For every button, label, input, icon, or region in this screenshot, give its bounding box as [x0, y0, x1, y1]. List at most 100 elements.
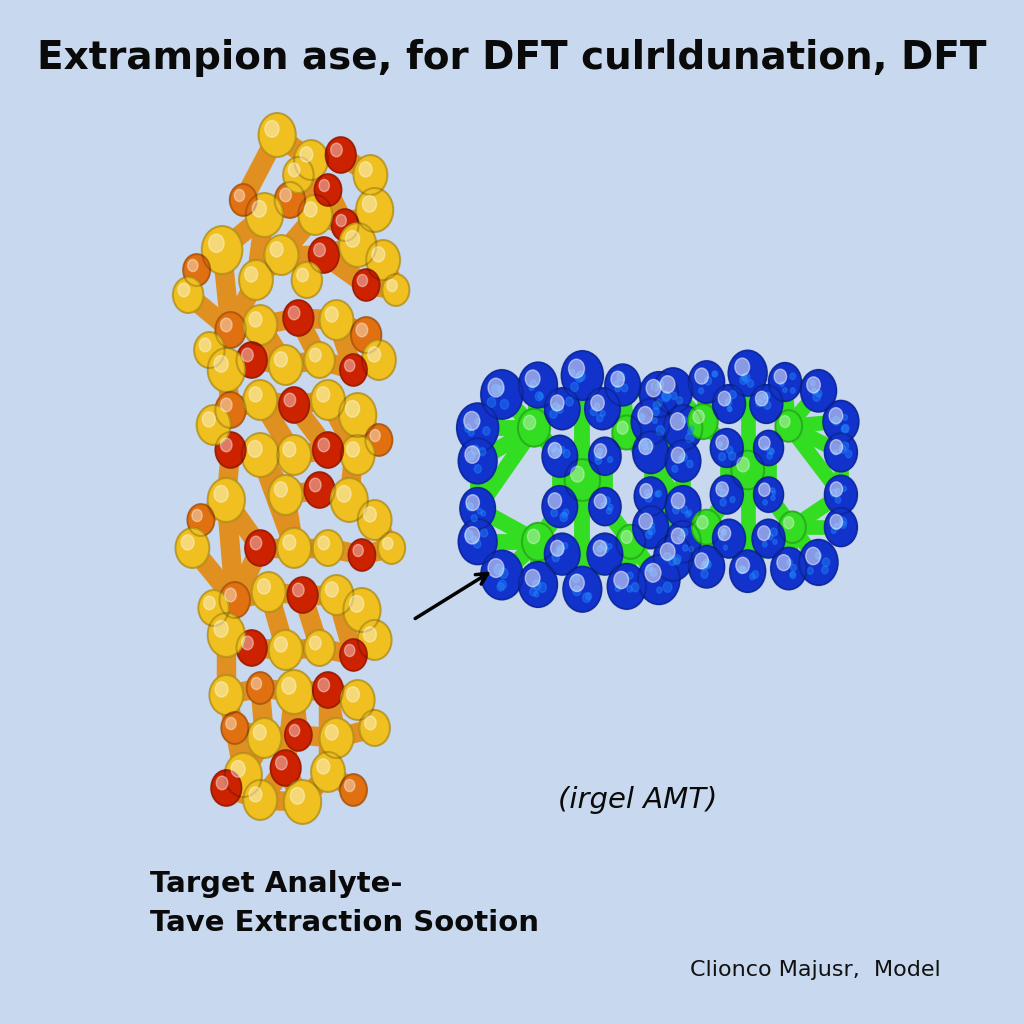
Circle shape [687, 510, 692, 516]
Circle shape [349, 596, 364, 612]
Circle shape [560, 512, 567, 521]
Circle shape [565, 397, 573, 406]
Circle shape [591, 408, 597, 416]
Circle shape [250, 537, 262, 550]
Circle shape [199, 590, 228, 626]
Circle shape [742, 373, 750, 382]
Circle shape [627, 572, 633, 579]
Circle shape [656, 399, 663, 407]
Circle shape [601, 503, 605, 508]
Circle shape [689, 360, 725, 403]
Circle shape [736, 557, 750, 573]
Circle shape [759, 483, 770, 497]
Circle shape [639, 438, 652, 455]
Circle shape [666, 521, 700, 562]
Circle shape [245, 530, 275, 566]
Circle shape [748, 380, 754, 387]
Circle shape [735, 358, 750, 376]
Circle shape [479, 447, 485, 456]
Circle shape [492, 384, 501, 394]
Circle shape [339, 393, 377, 437]
Circle shape [345, 230, 359, 247]
Circle shape [664, 553, 671, 561]
Circle shape [561, 351, 603, 400]
Circle shape [319, 300, 353, 340]
Circle shape [465, 530, 473, 540]
Circle shape [622, 384, 628, 392]
Circle shape [284, 780, 322, 824]
Circle shape [791, 564, 797, 571]
Circle shape [740, 566, 746, 573]
Circle shape [816, 390, 822, 397]
Circle shape [662, 392, 671, 401]
Circle shape [352, 269, 380, 301]
Circle shape [527, 529, 540, 544]
Circle shape [270, 750, 301, 786]
Circle shape [711, 429, 743, 467]
Circle shape [845, 450, 852, 458]
Circle shape [460, 487, 496, 529]
Circle shape [242, 636, 253, 650]
Circle shape [671, 413, 685, 430]
Circle shape [673, 506, 679, 514]
Circle shape [611, 372, 625, 387]
Circle shape [274, 182, 305, 218]
Circle shape [692, 510, 722, 545]
Circle shape [653, 536, 692, 581]
Circle shape [319, 718, 353, 758]
Circle shape [481, 511, 485, 516]
Circle shape [607, 544, 612, 549]
Circle shape [187, 504, 214, 536]
Circle shape [594, 494, 606, 509]
Circle shape [278, 528, 311, 568]
Circle shape [756, 399, 762, 407]
Circle shape [572, 586, 581, 596]
Circle shape [595, 403, 600, 409]
Circle shape [542, 435, 578, 477]
Circle shape [645, 494, 652, 502]
Circle shape [275, 756, 287, 770]
Circle shape [529, 587, 537, 596]
Circle shape [297, 268, 308, 282]
Circle shape [719, 453, 726, 461]
Circle shape [220, 438, 232, 452]
Circle shape [822, 558, 829, 566]
Circle shape [548, 493, 561, 509]
Circle shape [840, 517, 847, 525]
Circle shape [522, 522, 554, 561]
Circle shape [718, 526, 731, 541]
Circle shape [242, 433, 279, 477]
Circle shape [340, 639, 367, 671]
Circle shape [681, 506, 687, 513]
Circle shape [605, 365, 640, 406]
Circle shape [705, 560, 712, 568]
Circle shape [617, 421, 628, 434]
Circle shape [337, 485, 351, 502]
Circle shape [481, 370, 523, 419]
Circle shape [552, 402, 559, 412]
Circle shape [591, 395, 604, 411]
Circle shape [357, 500, 391, 540]
Circle shape [718, 391, 731, 406]
Circle shape [841, 521, 846, 528]
Circle shape [340, 774, 367, 806]
Circle shape [673, 555, 681, 564]
Circle shape [214, 621, 228, 637]
Circle shape [530, 380, 537, 388]
Circle shape [378, 532, 406, 564]
Circle shape [283, 300, 313, 336]
Circle shape [467, 451, 475, 461]
Circle shape [471, 515, 477, 521]
Circle shape [572, 574, 580, 583]
Circle shape [831, 528, 837, 534]
Circle shape [639, 513, 652, 529]
Circle shape [382, 274, 410, 306]
Circle shape [767, 453, 772, 459]
Circle shape [285, 719, 312, 751]
Circle shape [318, 537, 330, 550]
Circle shape [824, 475, 857, 514]
Circle shape [775, 411, 802, 441]
Circle shape [348, 539, 376, 571]
Circle shape [681, 528, 688, 537]
Circle shape [562, 512, 566, 518]
